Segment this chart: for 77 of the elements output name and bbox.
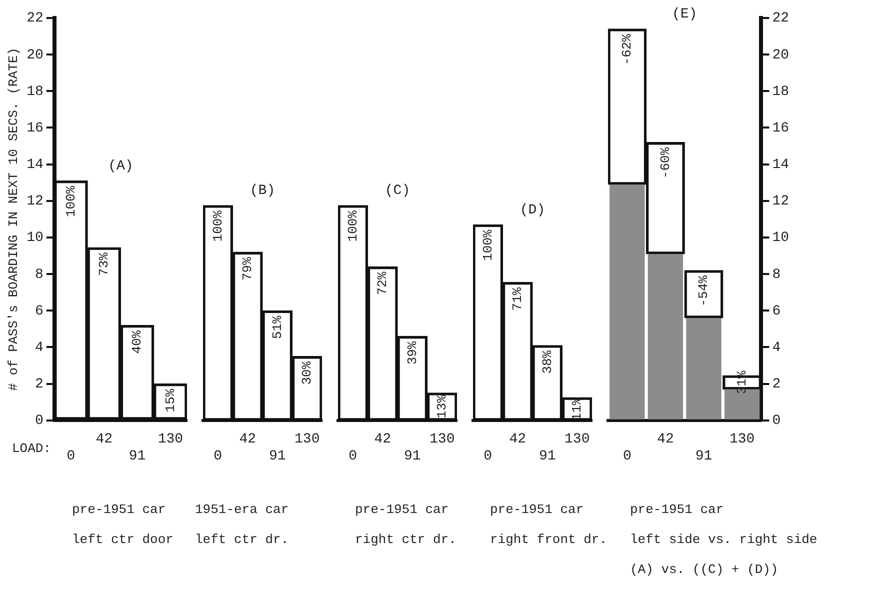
y-tick-label: 10 bbox=[772, 230, 790, 246]
x-tick-label: 91 bbox=[268, 448, 286, 464]
annotation: 40% bbox=[130, 330, 145, 354]
annotation: 13% bbox=[434, 394, 450, 418]
annotation: 30% bbox=[300, 361, 315, 385]
x-axis-title: pre-1951 car right ctr dr. bbox=[355, 501, 456, 549]
x-tick-label: 0 bbox=[348, 448, 358, 464]
y-tick-label: 14 bbox=[772, 157, 790, 174]
x-tick-label: 42 bbox=[96, 432, 113, 448]
y-tick-label: 10 bbox=[26, 230, 44, 246]
chart-title: (E) bbox=[672, 6, 698, 23]
y-tick-label: 8 bbox=[772, 266, 781, 283]
x-tick-label: 91 bbox=[538, 448, 556, 464]
annotation: 100% bbox=[210, 210, 226, 242]
annotation: 79% bbox=[240, 256, 256, 281]
y-tick-label: 0 bbox=[34, 413, 44, 430]
x-tick-label: 0 bbox=[622, 448, 632, 464]
x-tick-label: 130 bbox=[729, 432, 755, 448]
text: (A) bbox=[108, 158, 134, 174]
x-tick-label: 130 bbox=[158, 432, 184, 448]
y-tick-label: 16 bbox=[772, 120, 790, 136]
annotation: -54% bbox=[696, 275, 712, 307]
annotation: 39% bbox=[404, 341, 420, 365]
x-axis-title: 1951-era car left ctr dr. bbox=[195, 501, 289, 549]
x-axis-title: pre-1951 car right front dr. bbox=[490, 501, 608, 549]
x-tick-label: 0 bbox=[214, 448, 222, 464]
y-tick-label: 12 bbox=[26, 194, 44, 210]
x-tick-label: 42 bbox=[509, 432, 526, 448]
y-tick-label: 2 bbox=[34, 376, 44, 393]
x-axis-title: pre-1951 car left ctr door bbox=[72, 501, 174, 549]
y-tick-label: 16 bbox=[26, 120, 44, 136]
annotation: 100% bbox=[345, 210, 360, 242]
x-tick-label: 0 bbox=[484, 448, 492, 464]
y-tick-label: 18 bbox=[772, 84, 790, 100]
x-tick-label: 42 bbox=[239, 432, 256, 448]
y-tick-label: 12 bbox=[772, 194, 790, 210]
y-tick-label: 4 bbox=[772, 340, 781, 356]
y-tick-label: 4 bbox=[34, 340, 44, 356]
y-tick-label: 20 bbox=[772, 47, 790, 64]
annotation: 71% bbox=[510, 287, 526, 311]
y-axis-title: # of PASS's BOARDING IN NEXT 10 SECS. (RATE) bbox=[6, 48, 22, 391]
annotation: 100% bbox=[480, 229, 496, 261]
annotation: 73% bbox=[96, 252, 112, 276]
x-tick-label: 91 bbox=[128, 448, 146, 464]
bar bbox=[610, 184, 645, 420]
x-tick-label: 91 bbox=[695, 448, 712, 464]
bar bbox=[686, 318, 722, 420]
y-tick-label: 20 bbox=[26, 47, 44, 64]
y-tick-label: 22 bbox=[26, 10, 44, 27]
text: LOAD: bbox=[12, 440, 52, 456]
annotation: 72% bbox=[375, 272, 390, 296]
text: (C) bbox=[384, 183, 410, 200]
x-tick-label: 130 bbox=[430, 432, 455, 448]
text: (B) bbox=[250, 183, 276, 200]
y-tick-label: 14 bbox=[26, 157, 44, 174]
x-axis-title: pre-1951 car left side vs. right side (A) vs. ((C) + (D)) bbox=[630, 501, 818, 579]
annotation: 15% bbox=[162, 388, 178, 412]
x-tick-label: 130 bbox=[564, 432, 590, 448]
x-tick-label: 130 bbox=[294, 432, 320, 448]
annotation: 51% bbox=[270, 315, 285, 340]
annotation: -62% bbox=[620, 34, 635, 66]
annotation: 100% bbox=[63, 186, 78, 217]
y-tick-label: 8 bbox=[34, 266, 44, 283]
annotation: -60% bbox=[658, 147, 673, 179]
y-tick-label: 18 bbox=[26, 84, 44, 100]
x-tick-label: 42 bbox=[657, 432, 674, 448]
text: (D) bbox=[520, 202, 546, 218]
bar bbox=[648, 254, 684, 420]
x-tick-label: 0 bbox=[66, 448, 76, 464]
annotation: 38% bbox=[540, 350, 555, 374]
y-tick-label: 0 bbox=[772, 413, 781, 430]
x-tick-label: 42 bbox=[374, 432, 392, 448]
y-tick-label: 6 bbox=[34, 303, 44, 320]
y-tick-label: 2 bbox=[772, 376, 781, 393]
y-tick-label: 22 bbox=[772, 10, 790, 27]
x-tick-label: 91 bbox=[404, 448, 421, 464]
y-tick-label: 6 bbox=[772, 303, 781, 320]
